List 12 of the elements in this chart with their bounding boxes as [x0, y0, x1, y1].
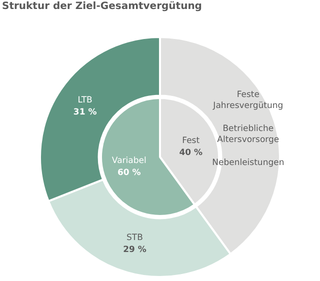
- slice-label: Variabel: [112, 156, 146, 166]
- chart-title: Struktur der Ziel-Gesamtvergütung: [2, 1, 202, 12]
- text: Feste Jahresvergütung: [212, 90, 284, 112]
- data-label: 31 %: [73, 107, 98, 118]
- data-label: 29 %: [123, 245, 147, 256]
- slice-label: LTB: [78, 95, 93, 106]
- data-label: 40 %: [179, 148, 203, 158]
- data-label: 60 %: [117, 168, 142, 178]
- text: Nebenleistungen: [212, 158, 284, 168]
- slice-label: Fest: [182, 136, 200, 146]
- slice-label: STB: [126, 233, 144, 244]
- text: Betriebliche Altersvorsorge: [217, 124, 280, 146]
